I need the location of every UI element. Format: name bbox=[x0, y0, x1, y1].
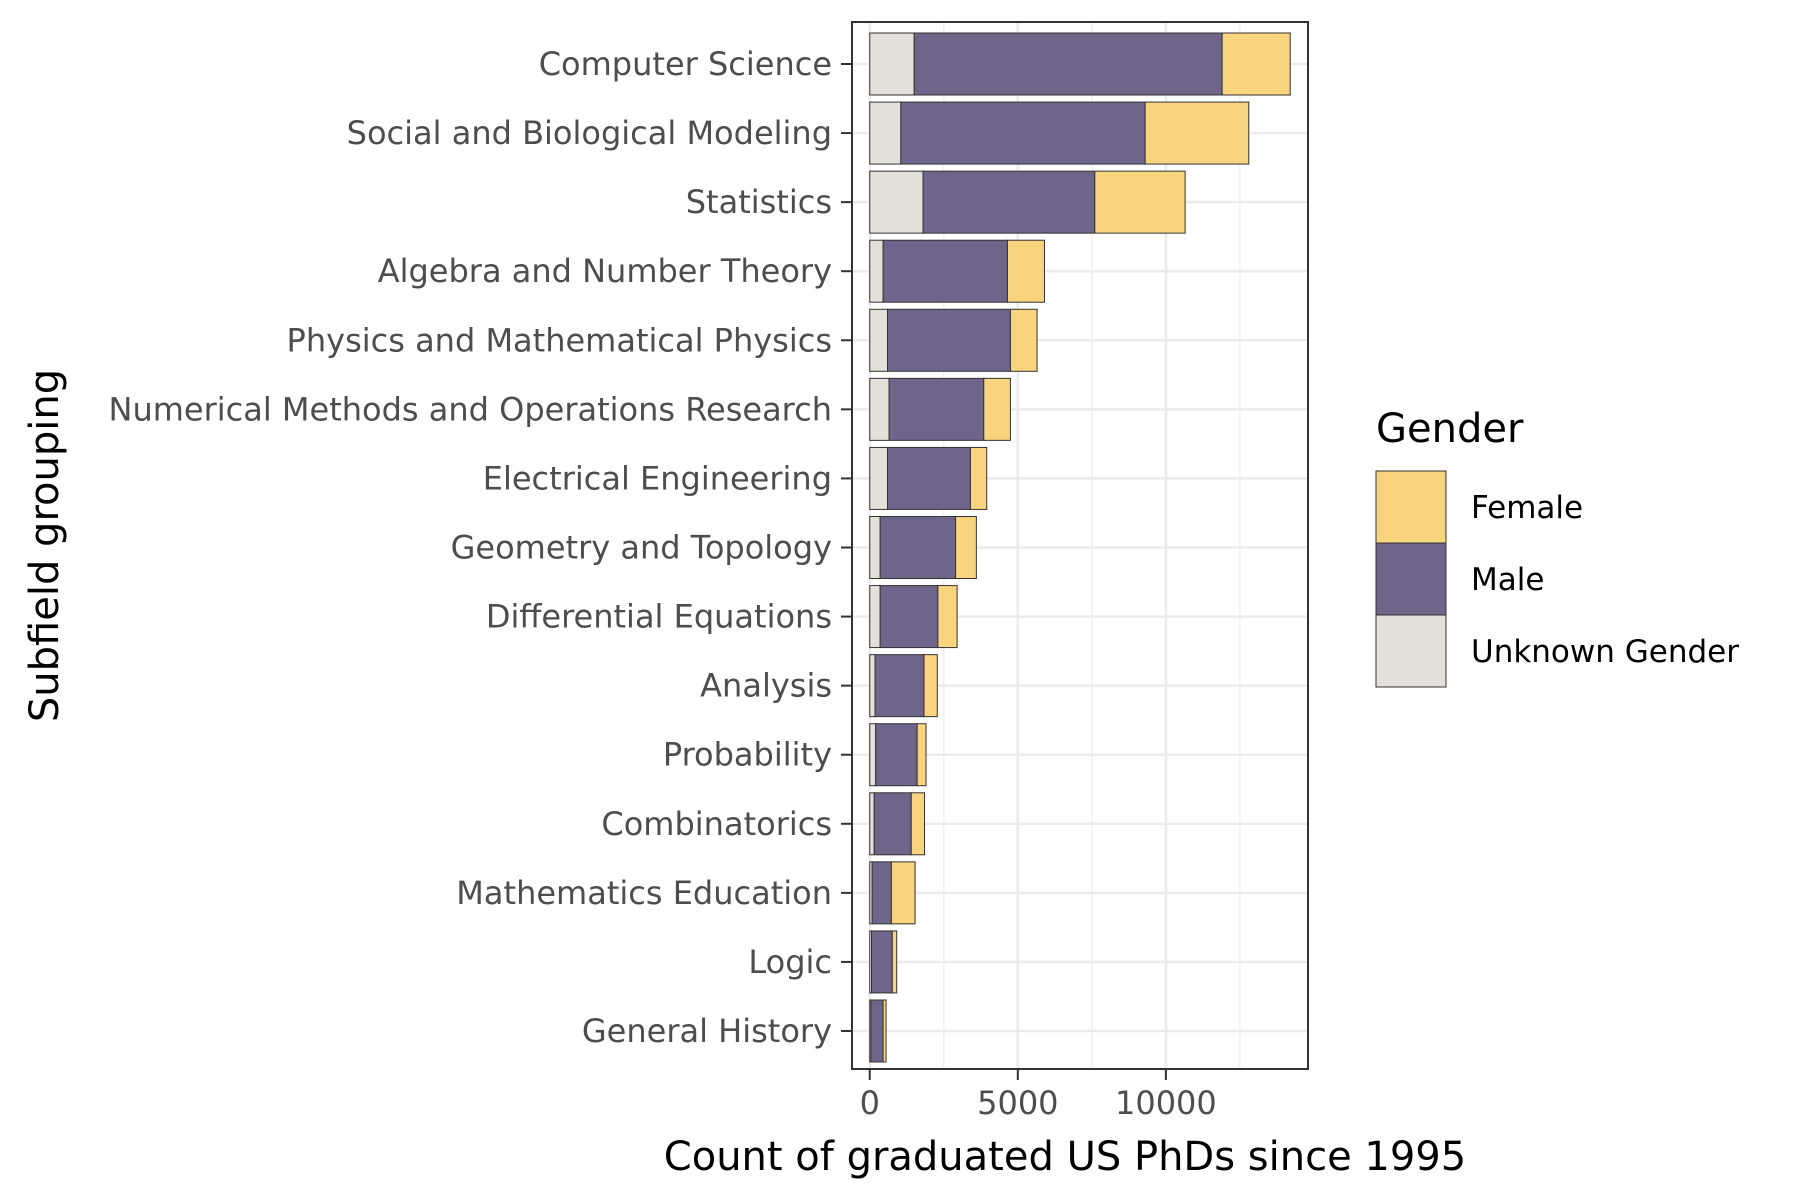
bar-segment-male bbox=[882, 239, 1008, 303]
bar-segment-male bbox=[873, 792, 912, 856]
bar-segment-male bbox=[874, 654, 925, 718]
legend-title: Gender bbox=[1376, 406, 1524, 452]
bar-segment-male bbox=[922, 170, 1096, 234]
bar-segment-unknown-gender bbox=[869, 239, 884, 303]
bar-segment-male bbox=[888, 377, 985, 441]
legend-label-unknown-gender: Unknown Gender bbox=[1471, 634, 1739, 670]
legend-key-male bbox=[1375, 542, 1447, 616]
bar-segment-female bbox=[1006, 239, 1045, 303]
bar-segment-male bbox=[871, 861, 892, 925]
legend-key-unknown-gender bbox=[1375, 614, 1447, 688]
bar-segment-male bbox=[887, 446, 971, 510]
y-tick-label: Differential Equations bbox=[486, 598, 832, 636]
bar-segment-female bbox=[910, 792, 926, 856]
legend-key-female bbox=[1375, 470, 1447, 544]
bar-segment-female bbox=[1094, 170, 1186, 234]
bars-group bbox=[869, 32, 1291, 1063]
y-tick-label: Computer Science bbox=[539, 45, 832, 83]
bar-segment-male bbox=[871, 930, 893, 994]
bar-segment-unknown-gender bbox=[869, 446, 889, 510]
bar-segment-female bbox=[1144, 101, 1250, 165]
bar-segment-female bbox=[923, 654, 938, 718]
y-axis: Computer Science Social and Biological Mo… bbox=[109, 45, 852, 1050]
y-tick-label: Probability bbox=[663, 736, 832, 774]
y-tick-label: Logic bbox=[748, 943, 832, 981]
bar-segment-female bbox=[1009, 308, 1038, 372]
bar-segment-unknown-gender bbox=[869, 32, 915, 96]
bar-segment-female bbox=[969, 446, 988, 510]
y-tick-label: Geometry and Topology bbox=[451, 529, 832, 567]
y-tick-label: Analysis bbox=[700, 667, 832, 705]
bar-segment-male bbox=[913, 32, 1223, 96]
bar-segment-male bbox=[870, 999, 884, 1063]
y-tick-label: Statistics bbox=[686, 183, 832, 221]
bar-segment-unknown-gender bbox=[869, 308, 889, 372]
bar-segment-female bbox=[916, 723, 927, 787]
bar-segment-female bbox=[937, 585, 958, 649]
bar-segment-male bbox=[875, 723, 918, 787]
y-tick-label: Electrical Engineering bbox=[483, 459, 832, 497]
bar-segment-unknown-gender bbox=[869, 654, 876, 718]
x-tick-label: 10000 bbox=[1115, 1084, 1217, 1122]
bar-segment-unknown-gender bbox=[869, 723, 877, 787]
y-axis-title: Subfield grouping bbox=[22, 369, 68, 722]
bar-segment-unknown-gender bbox=[869, 101, 902, 165]
bar-segment-female bbox=[890, 861, 916, 925]
x-tick-label: 5000 bbox=[977, 1084, 1058, 1122]
legend-label-male: Male bbox=[1471, 562, 1544, 598]
bar-segment-male bbox=[879, 585, 939, 649]
y-tick-label: General History bbox=[582, 1012, 832, 1050]
bar-segment-unknown-gender bbox=[869, 516, 881, 579]
bar-segment-unknown-gender bbox=[869, 585, 881, 649]
bar-segment-unknown-gender bbox=[869, 377, 890, 441]
y-tick-label: Numerical Methods and Operations Researc… bbox=[109, 390, 833, 428]
bar-segment-female bbox=[983, 377, 1011, 441]
legend-label-female: Female bbox=[1471, 490, 1583, 526]
y-tick-label: Social and Biological Modeling bbox=[347, 114, 832, 152]
bar-segment-female bbox=[891, 930, 898, 994]
bar-segment-male bbox=[887, 308, 1011, 372]
bar-segment-female bbox=[1221, 32, 1291, 96]
x-axis-title: Count of graduated US PhDs since 1995 bbox=[664, 1134, 1466, 1180]
bar-segment-unknown-gender bbox=[869, 170, 924, 234]
y-tick-label: Algebra and Number Theory bbox=[378, 252, 832, 290]
bar-segment-female bbox=[882, 999, 887, 1063]
x-axis: 0 5000 10000 bbox=[860, 1069, 1217, 1122]
y-tick-label: Physics and Mathematical Physics bbox=[287, 321, 832, 359]
y-tick-label: Mathematics Education bbox=[456, 874, 832, 912]
legend: Gender Female Male Unknown Gender bbox=[1375, 406, 1739, 688]
bar-segment-male bbox=[879, 516, 957, 579]
panel-border bbox=[851, 21, 1309, 1070]
bar-segment-female bbox=[955, 516, 977, 579]
bar-segment-unknown-gender bbox=[869, 792, 875, 856]
x-tick-label: 0 bbox=[860, 1084, 880, 1122]
y-tick-label: Combinatorics bbox=[601, 805, 832, 843]
bar-segment-male bbox=[900, 101, 1146, 165]
